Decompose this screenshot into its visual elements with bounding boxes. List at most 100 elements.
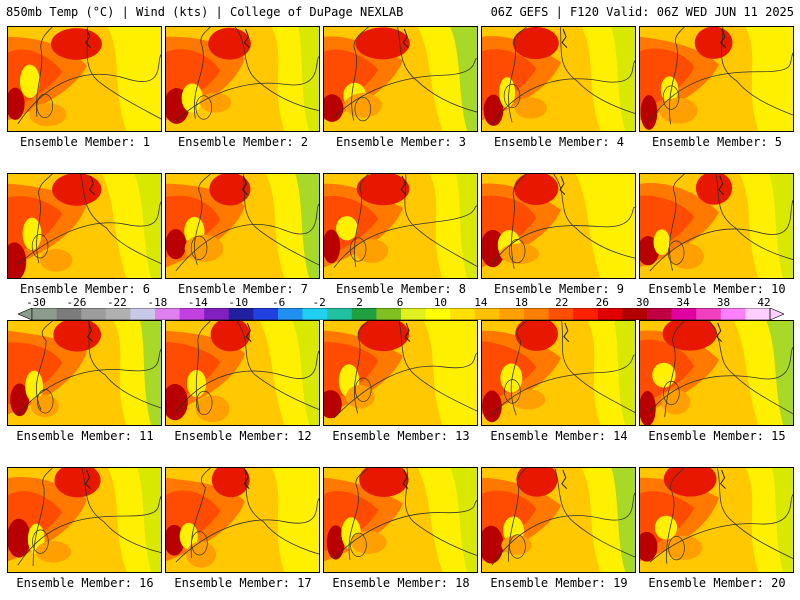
- colorbar-swatch: [474, 308, 500, 320]
- terrain-contour: [354, 321, 369, 414]
- isoline: [491, 354, 635, 416]
- terrain-contour-ring: [354, 96, 372, 122]
- temp-field-cool: [456, 174, 477, 278]
- isoline: [554, 468, 635, 558]
- coastline: [400, 175, 407, 195]
- isoline: [175, 203, 319, 272]
- terrain-contour-ring: [354, 377, 372, 402]
- coastline: [241, 175, 248, 195]
- temp-field-hot-spot: [695, 174, 733, 205]
- coastline: [720, 28, 727, 48]
- colorbar-tick-label: -30: [26, 296, 46, 309]
- isoline: [175, 350, 319, 412]
- colorbar-swatch: [56, 308, 82, 320]
- colorbar-tick-label: 6: [396, 296, 404, 309]
- temp-field-hot-spot: [359, 468, 409, 497]
- terrain-contour-ring: [662, 85, 680, 110]
- ensemble-member-map: [323, 320, 478, 426]
- terrain-contour: [36, 27, 53, 117]
- terrain-contour: [193, 27, 211, 119]
- terrain-contour: [190, 468, 211, 559]
- colorbar-swatch: [376, 308, 402, 320]
- coastline: [561, 469, 568, 489]
- colorbar-tick-label: 10: [433, 296, 448, 309]
- colorbar-swatch: [622, 308, 648, 320]
- ensemble-member-map: [481, 26, 636, 132]
- ensemble-member-label: Ensemble Member: 8: [335, 282, 467, 296]
- isoline: [715, 174, 793, 260]
- coastline: [85, 28, 92, 48]
- coastline: [88, 175, 95, 195]
- colorbar-swatch: [278, 308, 303, 320]
- isoline: [333, 500, 477, 560]
- ensemble-member-map: [639, 26, 794, 132]
- temp-field-hot-spot: [8, 242, 27, 278]
- terrain-contour: [669, 174, 685, 271]
- terrain-contour-ring: [190, 235, 208, 260]
- colorbar-swatch: [450, 308, 476, 320]
- temp-field-cool: [292, 321, 319, 425]
- ensemble-member-map: [481, 173, 636, 279]
- temp-field-patch: [670, 243, 704, 270]
- ensemble-member-label: Ensemble Member: 12: [174, 429, 312, 443]
- isoline: [81, 468, 161, 554]
- colorbar-tick-label: 18: [514, 296, 528, 309]
- terrain-contour-ring: [36, 93, 54, 118]
- temp-field-cool: [611, 468, 635, 572]
- terrain-cool-spot: [19, 64, 40, 99]
- ensemble-member-map: [7, 26, 162, 132]
- terrain-contour: [510, 321, 527, 416]
- terrain-contour-ring: [31, 234, 49, 259]
- terrain-contour: [669, 27, 685, 125]
- temp-field-hot-spot: [640, 531, 658, 562]
- terrain-contour: [195, 321, 211, 412]
- isoline: [175, 498, 319, 563]
- temp-field-hot-spot: [662, 321, 717, 351]
- coastline: [720, 469, 726, 489]
- coastline: [402, 28, 409, 48]
- temp-field-hot-spot: [512, 27, 559, 60]
- colorbar-swatch: [524, 308, 549, 320]
- temp-field-hot-spot: [166, 229, 187, 260]
- ensemble-member-label: Ensemble Member: 19: [490, 576, 628, 590]
- temp-field-hot-spot: [513, 174, 559, 206]
- colorbar-swatch: [179, 308, 205, 320]
- colorbar-swatch: [720, 308, 746, 320]
- temp-field-hot-spot: [211, 468, 250, 498]
- temp-field-hot-spot: [52, 174, 102, 206]
- temp-field-patch: [344, 93, 382, 118]
- temp-field-patch: [39, 249, 73, 272]
- colorbar-swatch: [204, 308, 230, 320]
- temp-field-cool: [766, 321, 793, 425]
- ensemble-member-label: Ensemble Member: 13: [332, 429, 470, 443]
- isoline: [333, 58, 477, 118]
- temp-field-warm: [324, 49, 379, 111]
- terrain-cool-spot: [654, 515, 678, 540]
- isoline: [80, 174, 161, 264]
- ensemble-member-map: [165, 26, 320, 132]
- isoline: [17, 496, 161, 566]
- terrain-contour-ring: [504, 379, 521, 404]
- colorbar-swatch: [548, 308, 574, 320]
- terrain-cool-spot: [336, 216, 358, 241]
- isoline: [234, 27, 319, 111]
- temp-field-cool: [295, 174, 319, 278]
- terrain-contour-ring: [503, 83, 521, 109]
- isoline: [398, 321, 477, 412]
- ensemble-member-label: Ensemble Member: 4: [493, 135, 625, 149]
- ensemble-member-label: Ensemble Member: 20: [648, 576, 786, 590]
- terrain-cool-spot: [181, 83, 203, 113]
- colorbar-swatch: [573, 308, 599, 320]
- terrain-contour-ring: [350, 532, 367, 557]
- ensemble-member-map: [481, 320, 636, 426]
- terrain-contour: [507, 468, 527, 562]
- colorbar-swatch: [351, 308, 377, 320]
- isoline: [649, 200, 793, 272]
- temp-field-cool: [772, 468, 793, 572]
- colorbar-tick-label: 30: [636, 296, 650, 309]
- colorbar-tick-label: 26: [595, 296, 609, 309]
- colorbar-tick-label: 22: [555, 296, 569, 309]
- temp-field-cool: [769, 174, 793, 278]
- terrain-contour-ring: [191, 531, 208, 556]
- colorbar-tick-label: 2: [356, 296, 363, 309]
